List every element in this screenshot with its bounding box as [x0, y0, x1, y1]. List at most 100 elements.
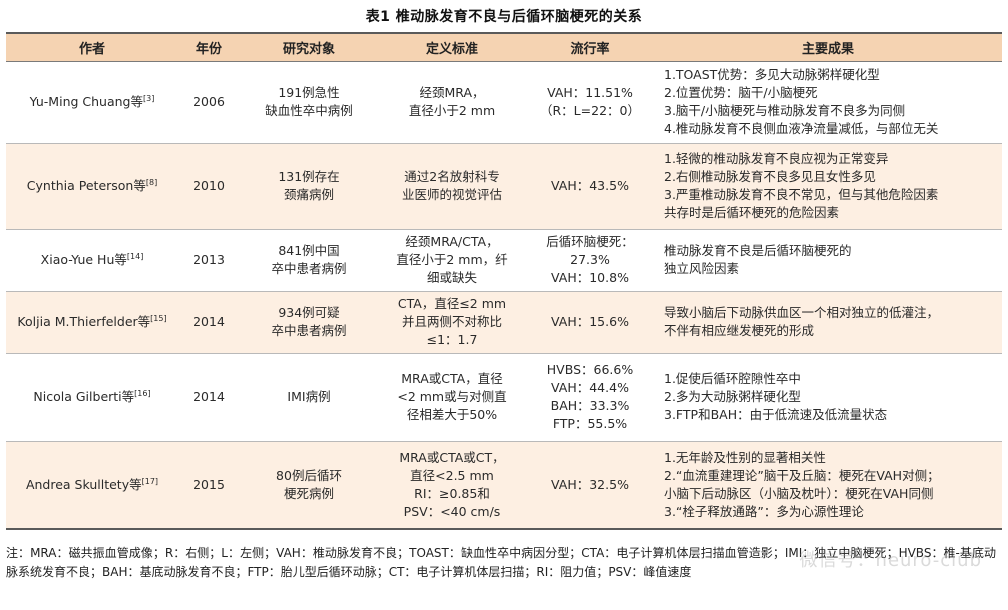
- reference-number: [16]: [134, 388, 151, 398]
- findings-cell-line: 3.严重椎动脉发育不良不常见，但与其他危险因素: [664, 187, 939, 202]
- subject-cell: 80例后循环 梗死病例: [240, 441, 378, 529]
- criteria-cell-line: 直径<2.5 mm: [410, 467, 494, 483]
- table-footnote: 注：MRA：磁共振血管成像；R：右侧；L：左侧；VAH：椎动脉发育不良；TOAS…: [6, 546, 996, 579]
- subject-cell-line: 191例急性: [278, 85, 340, 100]
- table-row: Cynthia Peterson等[8] 2010 131例存在 颈痛病例 通过2名放射…: [6, 143, 1002, 229]
- prevalence-cell-line: VAH：32.5%: [551, 476, 629, 492]
- criteria-cell-line: 经颈MRA/CTA，: [405, 234, 499, 249]
- findings-cell: 1.促使后循环腔隙性卒中 2.多为大动脉粥样硬化型 3.FTP和BAH：由于低流速及…: [654, 353, 1002, 441]
- prevalence-cell: VAH：15.6%: [526, 291, 654, 353]
- reference-number: [15]: [150, 313, 167, 323]
- subject-cell: 191例急性 缺血性卒中病例: [240, 61, 378, 143]
- table-row: Nicola Gilberti等[16] 2014 IMI病例 MRA或CTA，直径 <…: [6, 353, 1002, 441]
- findings-cell-line: 1.TOAST优势：多见大动脉粥样硬化型: [664, 67, 880, 82]
- author-cell: Koljia M.Thierfelder等[15]: [6, 291, 178, 353]
- year-cell: 2015: [193, 476, 225, 492]
- criteria-cell: MRA或CTA，直径 <2 mm或与对侧直 径相差大于50%: [378, 353, 526, 441]
- prevalence-cell: VAH：11.51% （R：L=22：0）: [526, 61, 654, 143]
- table-row: Yu-Ming Chuang等[3] 2006 191例急性 缺血性卒中病例 经颈MRA…: [6, 61, 1002, 143]
- subject-cell-line: 缺血性卒中病例: [265, 103, 353, 118]
- table-header: 作者 年份 研究对象 定义标准 流行率 主要成果: [6, 32, 1002, 62]
- author-cell: Nicola Gilberti等[16]: [6, 353, 178, 441]
- subject-cell-line: 841例中国: [278, 243, 340, 258]
- prevalence-cell-line: 后循环脑梗死：: [546, 234, 634, 249]
- findings-cell-line: 导致小脑后下动脉供血区一个相对独立的低灌注，: [664, 305, 940, 320]
- author-name: Xiao-Yue Hu等: [40, 252, 127, 267]
- findings-cell: 导致小脑后下动脉供血区一个相对独立的低灌注， 不伴有相应继发梗死的形成: [654, 291, 1002, 353]
- prevalence-cell-line: VAH：44.4%: [551, 380, 629, 395]
- criteria-cell-line: 业医师的视觉评估: [401, 187, 502, 202]
- table-row: Koljia M.Thierfelder等[15] 2014 934例可疑 卒中患者病…: [6, 291, 1002, 353]
- criteria-cell-line: PSV：<40 cm/s: [403, 503, 501, 519]
- criteria-cell: 经颈MRA， 直径小于2 mm: [378, 61, 526, 143]
- criteria-cell-line: MRA或CTA或CT，: [399, 449, 505, 465]
- prevalence-cell: HVBS：66.6% VAH：44.4% BAH：33.3% FTP：55.5%: [526, 353, 654, 441]
- criteria-cell-line: 直径小于2 mm: [408, 103, 496, 118]
- findings-cell-line: 椎动脉发育不良是后循环脑梗死的: [664, 243, 852, 258]
- prevalence-cell-line: VAH：11.51%: [547, 85, 633, 100]
- prevalence-cell: VAH：32.5%: [526, 441, 654, 529]
- criteria-cell-line: RI：≥0.85和: [414, 485, 490, 501]
- findings-cell: 1.TOAST优势：多见大动脉粥样硬化型 2.位置优势：脑干/小脑梗死 3.脑干/小…: [654, 61, 1002, 143]
- reference-number: [8]: [145, 177, 158, 187]
- findings-cell-line: 独立风险因素: [664, 261, 740, 276]
- findings-cell-line: 2.多为大动脉粥样硬化型: [664, 389, 801, 404]
- criteria-cell: 经颈MRA/CTA， 直径小于2 mm，纤 细或缺失: [378, 229, 526, 291]
- reference-number: [17]: [141, 476, 159, 486]
- column-header: 主要成果: [654, 32, 1002, 62]
- findings-cell-line: 4.椎动脉发育不良侧血液净流量减低，与部位无关: [664, 121, 939, 136]
- prevalence-cell-line: VAH：43.5%: [551, 178, 629, 193]
- table-body: Yu-Ming Chuang等[3] 2006 191例急性 缺血性卒中病例 经颈MRA…: [6, 61, 1002, 529]
- subject-cell: IMI病例: [240, 353, 378, 441]
- findings-cell-line: 共存时是后循环梗死的危险因素: [664, 205, 840, 220]
- author-name: Yu-Ming Chuang等: [29, 94, 143, 109]
- criteria-cell: CTA，直径≤2 mm 并且两侧不对称比 ≤1：1.7: [378, 291, 526, 353]
- column-header: 定义标准: [378, 32, 526, 62]
- subject-cell-line: 80例后循环: [276, 467, 342, 483]
- table-caption: 表1 椎动脉发育不良与后循环脑梗死的关系: [365, 9, 643, 25]
- author-cell: Andrea Skulltety等[17]: [6, 441, 178, 529]
- year-cell: 2013: [193, 252, 225, 267]
- subject-cell-line: IMI病例: [287, 389, 331, 404]
- criteria-cell-line: 径相差大于50%: [406, 407, 498, 422]
- author-name: Andrea Skulltety等: [25, 476, 142, 492]
- findings-cell: 椎动脉发育不良是后循环脑梗死的 独立风险因素: [654, 229, 1002, 291]
- findings-cell-line: 1.轻微的椎动脉发育不良应视为正常变异: [664, 151, 889, 166]
- author-cell: Xiao-Yue Hu等[14]: [6, 229, 178, 291]
- author-name: Cynthia Peterson等: [26, 178, 146, 193]
- subject-cell-line: 卒中患者病例: [271, 261, 347, 276]
- results-table: 作者 年份 研究对象 定义标准 流行率 主要成果 Yu-Ming Chuang等[3] 20…: [6, 32, 1002, 530]
- prevalence-cell-line: HVBS：66.6%: [546, 362, 634, 377]
- year-cell: 2014: [193, 314, 225, 329]
- findings-cell: 1.轻微的椎动脉发育不良应视为正常变异 2.右侧椎动脉发育不良多见且女性多见 3.严…: [654, 143, 1002, 229]
- criteria-cell: MRA或CTA或CT， 直径<2.5 mm RI：≥0.85和 PSV：<40 cm/…: [378, 441, 526, 529]
- prevalence-cell-line: FTP：55.5%: [552, 416, 628, 431]
- findings-cell-line: 1.促使后循环腔隙性卒中: [664, 371, 801, 386]
- author-name: Nicola Gilberti等: [33, 389, 135, 404]
- column-header: 年份: [178, 32, 240, 62]
- table-row: Andrea Skulltety等[17] 2015 80例后循环 梗死病例 MRA或C…: [6, 441, 1002, 529]
- subject-cell: 131例存在 颈痛病例: [240, 143, 378, 229]
- author-cell: Yu-Ming Chuang等[3]: [6, 61, 178, 143]
- prevalence-cell: VAH：43.5%: [526, 143, 654, 229]
- criteria-cell-line: 经颈MRA，: [419, 85, 485, 100]
- subject-cell-line: 颈痛病例: [283, 187, 334, 202]
- criteria-cell-line: <2 mm或与对侧直: [397, 389, 507, 404]
- subject-cell-line: 卒中患者病例: [271, 323, 347, 338]
- findings-cell-line: 小脑下后动脉区（小脑及枕叶）：梗死在VAH同侧: [664, 485, 934, 501]
- column-header: 流行率: [526, 32, 654, 62]
- subject-cell: 841例中国 卒中患者病例: [240, 229, 378, 291]
- findings-cell-line: 2.位置优势：脑干/小脑梗死: [664, 85, 818, 100]
- findings-cell-line: 2.“血流重建理论”脑干及丘脑：梗死在VAH对侧；: [664, 467, 940, 483]
- criteria-cell-line: 并且两侧不对称比: [401, 314, 502, 329]
- findings-cell-line: 3.“栓子释放通路”：多为心源性理论: [664, 503, 864, 519]
- findings-cell-line: 不伴有相应继发梗死的形成: [664, 323, 815, 338]
- findings-cell: 1.无年龄及性别的显著相关性 2.“血流重建理论”脑干及丘脑：梗死在VAH对侧； 小…: [654, 441, 1002, 529]
- column-header: 作者: [6, 32, 178, 62]
- author-cell: Cynthia Peterson等[8]: [6, 143, 178, 229]
- prevalence-cell: 后循环脑梗死： 27.3% VAH：10.8%: [526, 229, 654, 291]
- prevalence-cell-line: VAH：15.6%: [551, 314, 629, 329]
- column-header: 研究对象: [240, 32, 378, 62]
- findings-cell-line: 3.FTP和BAH：由于低流速及低流量状态: [664, 407, 888, 422]
- table-row: Xiao-Yue Hu等[14] 2013 841例中国 卒中患者病例 经颈MRA/CT…: [6, 229, 1002, 291]
